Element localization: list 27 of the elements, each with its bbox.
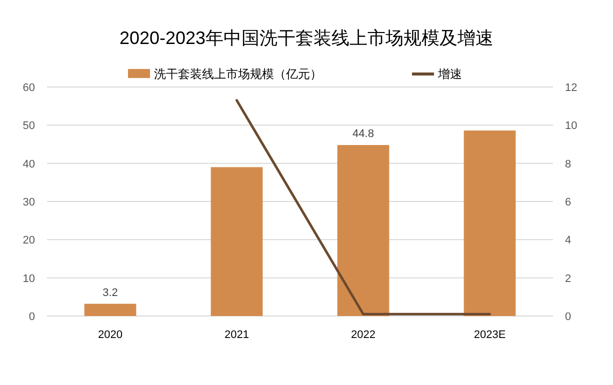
- y-tick-label: 20: [22, 234, 35, 247]
- x-tick-label: 2021: [224, 329, 249, 341]
- bar: [337, 145, 390, 316]
- x-tick-label: 2022: [351, 329, 376, 341]
- y2-tick-label: 0: [565, 311, 572, 323]
- y-tick-label: 30: [22, 196, 35, 208]
- chart-title: 2020-2023年中国洗干套装线上市场规模及增速: [119, 28, 494, 48]
- x-tick-label: 2023E: [474, 329, 506, 341]
- legend-label: 洗干套装线上市场规模（亿元）: [154, 67, 322, 81]
- y2-tick-label: 6: [565, 196, 572, 208]
- y2-tick-label: 4: [565, 234, 572, 247]
- bar: [464, 130, 516, 316]
- y2-tick-label: 2: [565, 272, 572, 285]
- legend-label: 增速: [437, 67, 462, 81]
- y-tick-label: 60: [22, 82, 35, 94]
- y-tick-label: 10: [22, 272, 35, 285]
- x-tick-label: 2020: [98, 329, 122, 341]
- data-label: 44.8: [352, 128, 374, 140]
- y2-tick-label: 8: [565, 158, 572, 170]
- y2-tick-label: 10: [565, 120, 578, 132]
- y2-tick-label: 12: [565, 82, 578, 94]
- bar: [210, 167, 263, 316]
- y-tick-label: 0: [28, 311, 35, 323]
- bar: [84, 304, 136, 316]
- data-label: 3.2: [102, 286, 118, 299]
- y-tick-label: 50: [22, 120, 35, 132]
- y-tick-label: 40: [22, 158, 35, 170]
